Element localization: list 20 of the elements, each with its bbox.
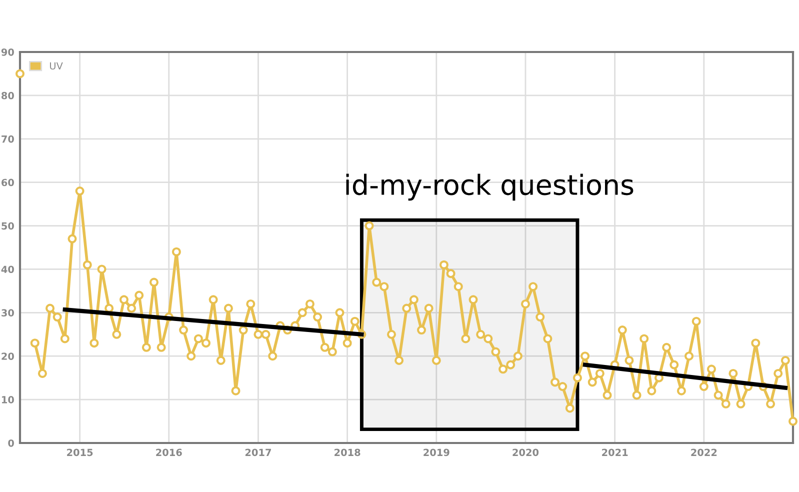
x-tick-label: 2022 — [691, 448, 717, 456]
y-tick-label: 80 — [2, 92, 14, 100]
y-tick-label: 70 — [2, 135, 14, 143]
x-tick-label: 2020 — [512, 448, 539, 456]
y-tick-label: 50 — [2, 222, 14, 230]
y-tick-label: 20 — [2, 352, 14, 360]
y-tick-label: 10 — [2, 396, 14, 404]
y-tick-label: 60 — [2, 178, 14, 186]
x-tick-label: 2015 — [67, 448, 93, 456]
y-tick-label: 90 — [1, 48, 14, 56]
x-tick-label: 2021 — [602, 448, 628, 456]
band-label: id-my-rock questions — [346, 174, 634, 201]
y-tick-label: 30 — [2, 309, 14, 316]
x-tick-label: 2018 — [334, 448, 360, 456]
x-tick-label: 2017 — [245, 448, 271, 456]
y-tick-label: 0 — [8, 439, 14, 447]
legend-label: UV — [50, 62, 63, 70]
x-tick-label: 2016 — [156, 448, 182, 456]
y-tick-label: 40 — [1, 266, 14, 274]
x-tick-label: 2019 — [424, 448, 450, 456]
